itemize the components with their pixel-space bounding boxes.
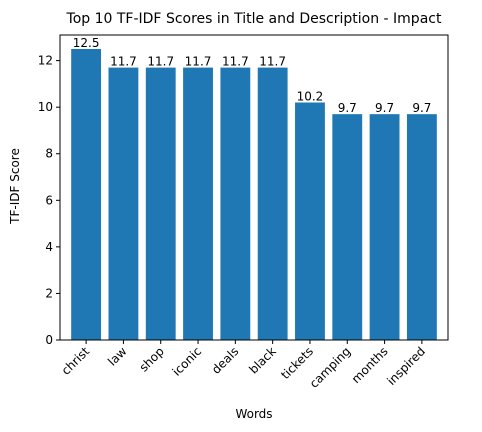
bar-inspired xyxy=(407,114,437,340)
bar-christ xyxy=(71,49,101,340)
y-tick-label: 0 xyxy=(45,333,53,347)
bar-law xyxy=(109,68,139,340)
x-tick-label-deals: deals xyxy=(209,344,241,376)
x-tick-label-christ: christ xyxy=(59,344,93,378)
data-label-shop: 11.7 xyxy=(147,55,174,69)
data-label-deals: 11.7 xyxy=(222,55,249,69)
data-label-months: 9.7 xyxy=(375,101,394,115)
bar-months xyxy=(370,114,400,340)
data-label-iconic: 11.7 xyxy=(185,55,212,69)
plot-area: 12.5 11.7 11.7 11.7 11.7 11.7 10.2 9.7 9.7 9.7 0 2 4… xyxy=(38,35,448,391)
y-tick-label: 6 xyxy=(45,193,53,207)
data-label-tickets: 10.2 xyxy=(297,90,324,104)
y-axis-label: TF-IDF Score xyxy=(8,148,22,225)
x-tick-label-months: months xyxy=(349,344,391,386)
y-tick-label: 10 xyxy=(38,100,53,114)
y-tick-label: 4 xyxy=(45,240,53,254)
bar-iconic xyxy=(183,68,213,340)
data-label-black: 11.7 xyxy=(259,55,286,69)
x-tick-label-shop: shop xyxy=(137,344,167,374)
y-tick-label: 12 xyxy=(38,54,53,68)
bar-shop xyxy=(146,68,176,340)
bar-tickets xyxy=(295,103,325,340)
data-label-camping: 9.7 xyxy=(338,101,357,115)
data-label-inspired: 9.7 xyxy=(412,101,431,115)
chart-title: Top 10 TF-IDF Scores in Title and Descri… xyxy=(66,11,442,27)
x-tick-label-iconic: iconic xyxy=(170,344,205,379)
x-tick-label-inspired: inspired xyxy=(384,344,428,388)
bar-camping xyxy=(332,114,362,340)
y-tick-label: 2 xyxy=(45,286,53,300)
x-axis-label: Words xyxy=(235,407,272,421)
x-tick-label-camping: camping xyxy=(307,344,354,391)
bar-deals xyxy=(220,68,250,340)
bar-black xyxy=(258,68,288,340)
x-tick-label-black: black xyxy=(246,344,278,376)
data-label-christ: 12.5 xyxy=(73,36,100,50)
x-tick-label-law: law xyxy=(105,344,130,369)
data-label-law: 11.7 xyxy=(110,55,137,69)
y-tick-label: 8 xyxy=(45,147,53,161)
